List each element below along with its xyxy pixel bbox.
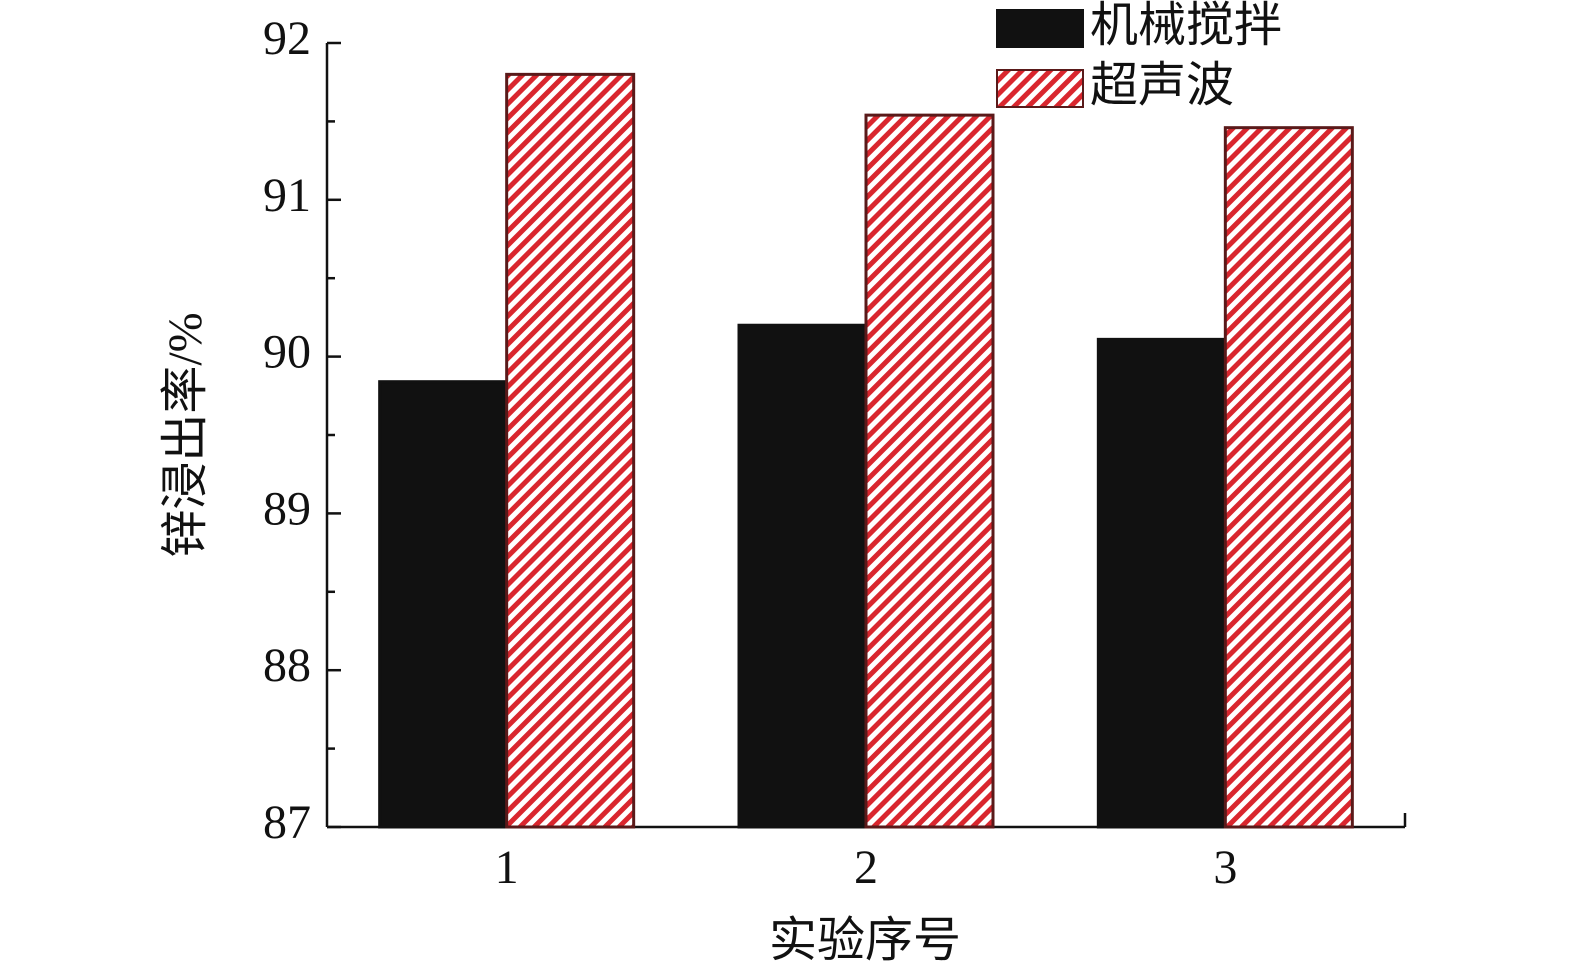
y-axis-label: 锌浸出率/% <box>159 312 212 557</box>
y-tick-label: 87 <box>263 796 311 849</box>
legend-label: 机械搅拌 <box>1090 0 1282 52</box>
y-tick-label: 88 <box>263 639 311 692</box>
legend-label: 超声波 <box>1090 59 1234 112</box>
bar <box>1096 337 1227 829</box>
y-tick-label: 91 <box>263 169 311 222</box>
x-tick-label: 3 <box>1213 841 1237 894</box>
bar <box>737 323 868 829</box>
y-tick-label: 89 <box>263 482 311 535</box>
x-tick-label: 1 <box>495 841 519 894</box>
x-tick-label: 2 <box>854 841 878 894</box>
x-axis-label: 实验序号 <box>769 914 961 967</box>
y-tick-label: 92 <box>263 12 311 65</box>
bar <box>864 113 995 829</box>
legend-swatch <box>996 9 1084 48</box>
bar <box>505 72 636 829</box>
legend-swatch <box>996 69 1084 108</box>
bar <box>378 380 509 829</box>
bar <box>1223 126 1354 829</box>
y-tick-label: 90 <box>263 326 311 379</box>
